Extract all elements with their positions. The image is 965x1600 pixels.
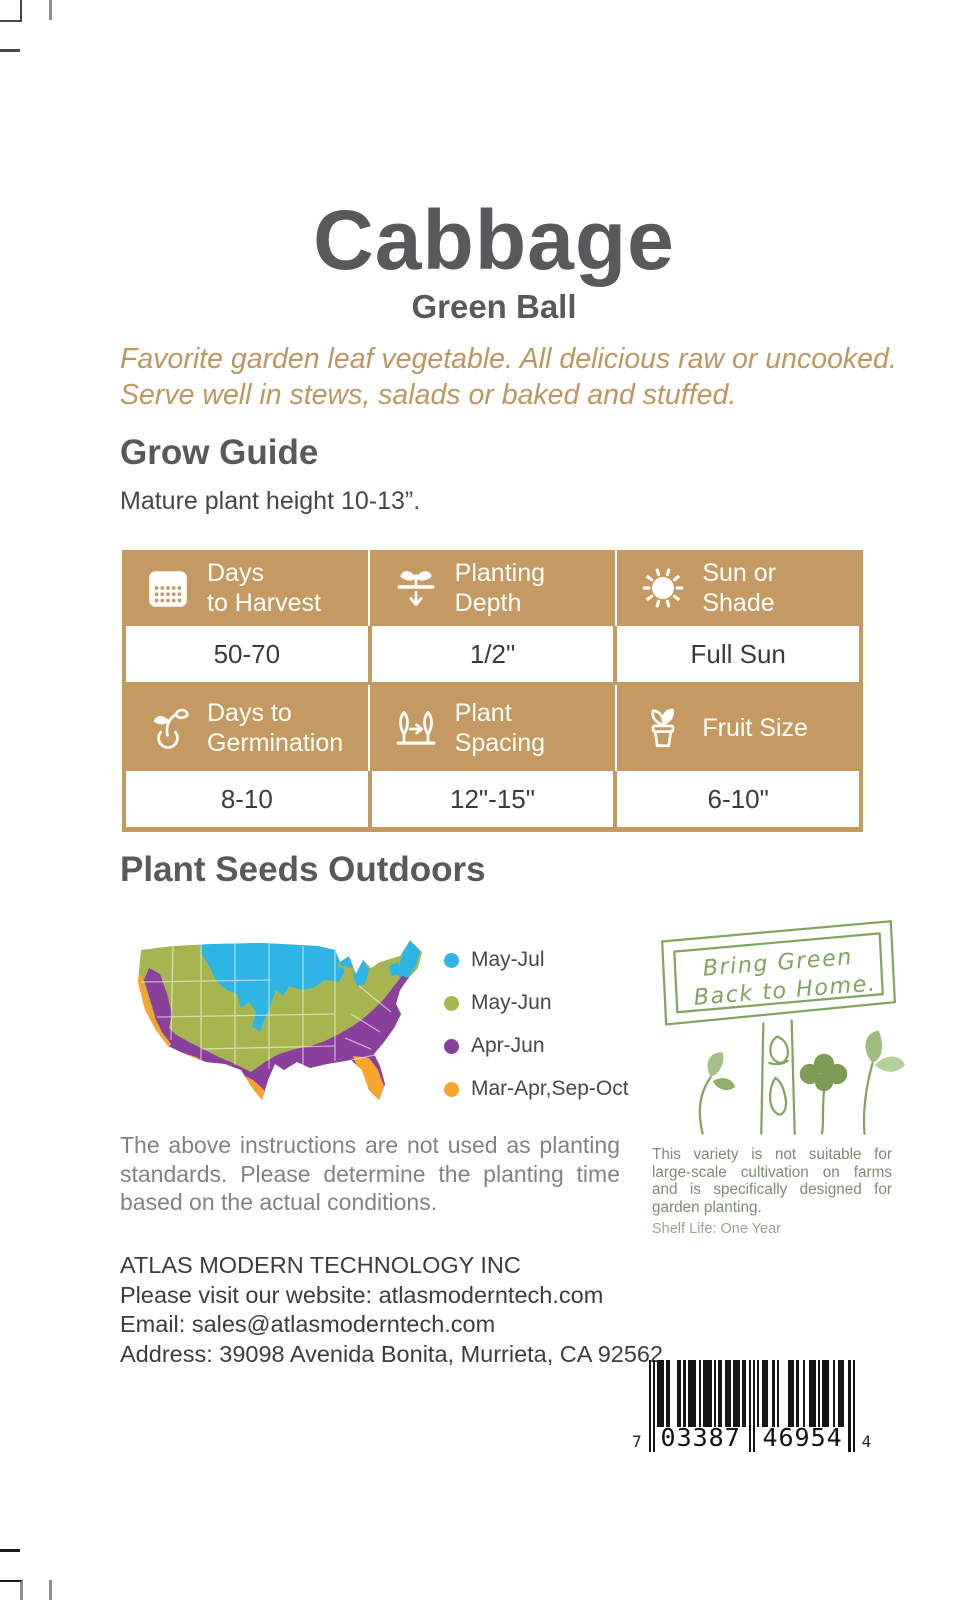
header-sun-or-shade: Sun or Shade xyxy=(615,550,863,626)
legend-dot-mar-apr-sep-oct xyxy=(444,1081,459,1097)
fruit-pot-icon xyxy=(651,708,675,748)
crop-mark-top-tick xyxy=(49,0,52,20)
barcode-bars: 03387 46954 xyxy=(648,1360,855,1452)
planting-disclaimer: The above instructions are not used as p… xyxy=(120,1132,620,1215)
page-title: Cabbage xyxy=(313,193,675,287)
value-planting-depth: 1/2" xyxy=(371,626,614,682)
company-website: Please visit our website: atlasmoderntec… xyxy=(120,1281,604,1308)
grow-guide-heading: Grow Guide xyxy=(120,433,319,472)
company-address: Address: 39098 Avenida Bonita, Murrieta,… xyxy=(120,1340,664,1367)
value-days-to-germination: 8-10 xyxy=(126,771,368,827)
header-label: Days to Harvest xyxy=(207,559,321,617)
description-line1: Favorite garden leaf vegetable. All deli… xyxy=(120,343,897,375)
sun-icon xyxy=(642,568,684,608)
crop-mark-bottom-tick xyxy=(49,1580,52,1600)
crop-mark-top-left-box xyxy=(0,0,22,22)
legend-dot-apr-jun xyxy=(444,1038,459,1054)
map-legend: May-Jul May-Jun Apr-Jun Mar-Apr,Sep-Oct xyxy=(444,948,629,1101)
calendar-icon xyxy=(149,571,187,607)
crop-mark-bottom-left-box xyxy=(0,1580,23,1600)
header-plant-spacing: Plant Spacing xyxy=(367,685,616,771)
upc-barcode: 7 03387 46954 4 xyxy=(632,1360,871,1452)
state-borders xyxy=(140,943,392,1069)
variety-note: This variety is not suitable for large-s… xyxy=(652,1146,892,1216)
planting-depth-icon xyxy=(397,571,435,607)
value-plant-spacing: 12"-15" xyxy=(371,771,614,827)
grow-guide-value-row-1: 50-70 1/2" Full Sun xyxy=(122,626,863,685)
germination-icon xyxy=(153,708,189,749)
header-label: Days to Germination xyxy=(207,699,344,757)
garden-sign-illustration: Bring Green Back to Home. xyxy=(650,910,908,1150)
crop-mark-left-top-tick xyxy=(0,49,20,52)
grow-guide-table: Days to Harvest Planting Depth xyxy=(122,550,863,832)
mature-height-note: Mature plant height 10-13”. xyxy=(120,487,421,515)
us-planting-map xyxy=(112,920,444,1105)
grow-guide-header-row-1: Days to Harvest Planting Depth xyxy=(122,550,863,626)
header-label: Plant Spacing xyxy=(454,699,546,757)
barcode-right-digit: 4 xyxy=(861,1432,872,1451)
header-planting-depth: Planting Depth xyxy=(367,550,616,626)
legend-item: May-Jul xyxy=(444,948,629,972)
header-days-to-germination: Days to Germination xyxy=(122,685,368,771)
value-days-to-harvest: 50-70 xyxy=(126,626,368,682)
header-label: Planting Depth xyxy=(454,559,546,617)
header-label: Sun or Shade xyxy=(702,559,777,617)
barcode-left-digit: 7 xyxy=(632,1432,642,1451)
value-fruit-size: 6-10" xyxy=(617,771,860,827)
grow-guide-header-row-2: Days to Germination Plant Spacing xyxy=(122,685,863,771)
header-days-to-harvest: Days to Harvest xyxy=(122,550,368,626)
header-label: Fruit Size xyxy=(702,714,808,742)
crop-mark-left-bottom-tick xyxy=(0,1549,20,1552)
legend-item: May-Jun xyxy=(444,991,629,1015)
barcode-group2: 46954 xyxy=(757,1423,849,1452)
legend-dot-may-jul xyxy=(444,952,459,968)
variety-subtitle: Green Ball xyxy=(411,288,577,325)
plant-spacing-icon xyxy=(396,710,436,745)
legend-item: Apr-Jun xyxy=(444,1034,629,1058)
company-info: ATLAS MODERN TECHNOLOGY INC Please visit… xyxy=(120,1251,663,1369)
value-sun-or-shade: Full Sun xyxy=(617,626,860,682)
barcode-group1: 03387 xyxy=(655,1423,747,1452)
company-name: ATLAS MODERN TECHNOLOGY INC xyxy=(120,1252,521,1278)
header-fruit-size: Fruit Size xyxy=(615,685,863,771)
description: Favorite garden leaf vegetable. All deli… xyxy=(120,341,910,413)
description-line2: Serve well in stews, salads or baked and… xyxy=(120,379,737,411)
shelf-life-note: Shelf Life: One Year xyxy=(652,1221,781,1237)
grow-guide-value-row-2: 8-10 12"-15" 6-10" xyxy=(122,771,863,832)
legend-item: Mar-Apr,Sep-Oct xyxy=(444,1077,629,1101)
plant-seeds-heading: Plant Seeds Outdoors xyxy=(120,850,486,889)
legend-dot-may-jun xyxy=(444,995,459,1011)
company-email: Email: sales@atlasmoderntech.com xyxy=(120,1311,496,1337)
